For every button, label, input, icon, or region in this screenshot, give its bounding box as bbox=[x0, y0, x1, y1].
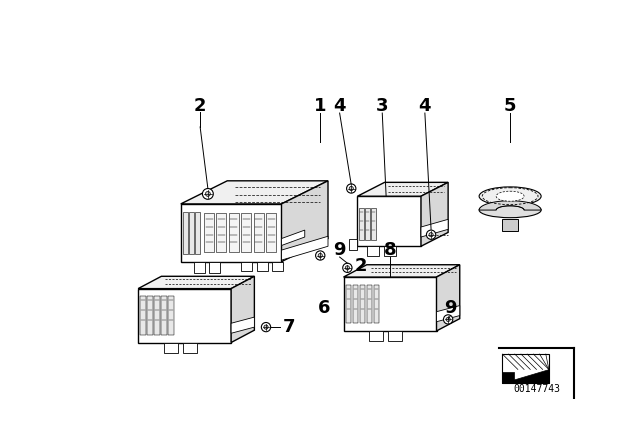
Circle shape bbox=[347, 184, 356, 193]
Polygon shape bbox=[194, 262, 205, 273]
Polygon shape bbox=[360, 285, 365, 323]
Polygon shape bbox=[436, 265, 460, 331]
Polygon shape bbox=[349, 238, 358, 250]
Polygon shape bbox=[344, 277, 436, 331]
Circle shape bbox=[205, 191, 211, 196]
Text: 4: 4 bbox=[333, 97, 346, 115]
Ellipse shape bbox=[479, 202, 541, 218]
Circle shape bbox=[264, 325, 268, 329]
Polygon shape bbox=[282, 181, 328, 262]
Polygon shape bbox=[168, 296, 174, 335]
Polygon shape bbox=[369, 331, 383, 341]
Polygon shape bbox=[241, 262, 252, 271]
Polygon shape bbox=[502, 369, 549, 383]
Polygon shape bbox=[147, 296, 153, 335]
Circle shape bbox=[444, 315, 452, 324]
Text: 4: 4 bbox=[419, 97, 431, 115]
Polygon shape bbox=[479, 201, 541, 210]
Text: 5: 5 bbox=[504, 97, 516, 115]
Polygon shape bbox=[195, 211, 200, 254]
Polygon shape bbox=[367, 285, 372, 323]
Polygon shape bbox=[358, 196, 421, 246]
Polygon shape bbox=[421, 220, 448, 237]
Polygon shape bbox=[388, 331, 403, 341]
Text: 1: 1 bbox=[314, 97, 326, 115]
Polygon shape bbox=[164, 343, 178, 353]
Polygon shape bbox=[266, 213, 276, 252]
Circle shape bbox=[349, 186, 353, 190]
Polygon shape bbox=[231, 276, 254, 343]
Text: 6: 6 bbox=[318, 299, 330, 317]
Polygon shape bbox=[421, 182, 448, 246]
Polygon shape bbox=[272, 262, 283, 271]
Polygon shape bbox=[180, 181, 328, 204]
Polygon shape bbox=[436, 306, 460, 322]
Circle shape bbox=[343, 263, 352, 272]
Circle shape bbox=[261, 323, 271, 332]
Polygon shape bbox=[502, 220, 518, 231]
Polygon shape bbox=[367, 246, 379, 256]
Text: 9: 9 bbox=[444, 299, 457, 317]
Text: 2: 2 bbox=[355, 257, 367, 275]
Polygon shape bbox=[346, 285, 351, 323]
Text: 2: 2 bbox=[194, 97, 206, 115]
Text: 8: 8 bbox=[384, 241, 396, 259]
Polygon shape bbox=[183, 211, 188, 254]
Polygon shape bbox=[204, 213, 214, 252]
Polygon shape bbox=[180, 204, 282, 262]
Circle shape bbox=[318, 254, 323, 258]
Circle shape bbox=[346, 266, 349, 270]
Circle shape bbox=[429, 233, 433, 237]
Polygon shape bbox=[359, 208, 364, 240]
Polygon shape bbox=[282, 236, 328, 260]
Ellipse shape bbox=[496, 191, 524, 201]
Polygon shape bbox=[344, 265, 460, 277]
Polygon shape bbox=[138, 289, 231, 343]
Polygon shape bbox=[502, 354, 549, 383]
Polygon shape bbox=[229, 213, 239, 252]
Polygon shape bbox=[209, 262, 220, 273]
Polygon shape bbox=[371, 208, 376, 240]
Polygon shape bbox=[138, 276, 254, 289]
Text: 7: 7 bbox=[283, 318, 296, 336]
Polygon shape bbox=[384, 246, 396, 256]
Polygon shape bbox=[374, 285, 379, 323]
Polygon shape bbox=[183, 343, 197, 353]
Polygon shape bbox=[189, 211, 194, 254]
Polygon shape bbox=[502, 372, 514, 383]
Polygon shape bbox=[353, 285, 358, 323]
Circle shape bbox=[316, 251, 325, 260]
Polygon shape bbox=[358, 182, 448, 196]
Polygon shape bbox=[161, 296, 167, 335]
Polygon shape bbox=[140, 296, 146, 335]
Polygon shape bbox=[216, 213, 227, 252]
Polygon shape bbox=[253, 213, 264, 252]
Polygon shape bbox=[231, 317, 254, 333]
Circle shape bbox=[446, 317, 450, 322]
Ellipse shape bbox=[479, 187, 541, 206]
Polygon shape bbox=[282, 230, 305, 246]
Polygon shape bbox=[365, 208, 370, 240]
Text: 00147743: 00147743 bbox=[514, 383, 561, 394]
Polygon shape bbox=[241, 213, 252, 252]
Circle shape bbox=[426, 230, 436, 239]
Circle shape bbox=[202, 189, 213, 199]
Polygon shape bbox=[154, 296, 160, 335]
Text: 3: 3 bbox=[376, 97, 388, 115]
Text: 9: 9 bbox=[333, 241, 346, 259]
Polygon shape bbox=[257, 262, 268, 271]
